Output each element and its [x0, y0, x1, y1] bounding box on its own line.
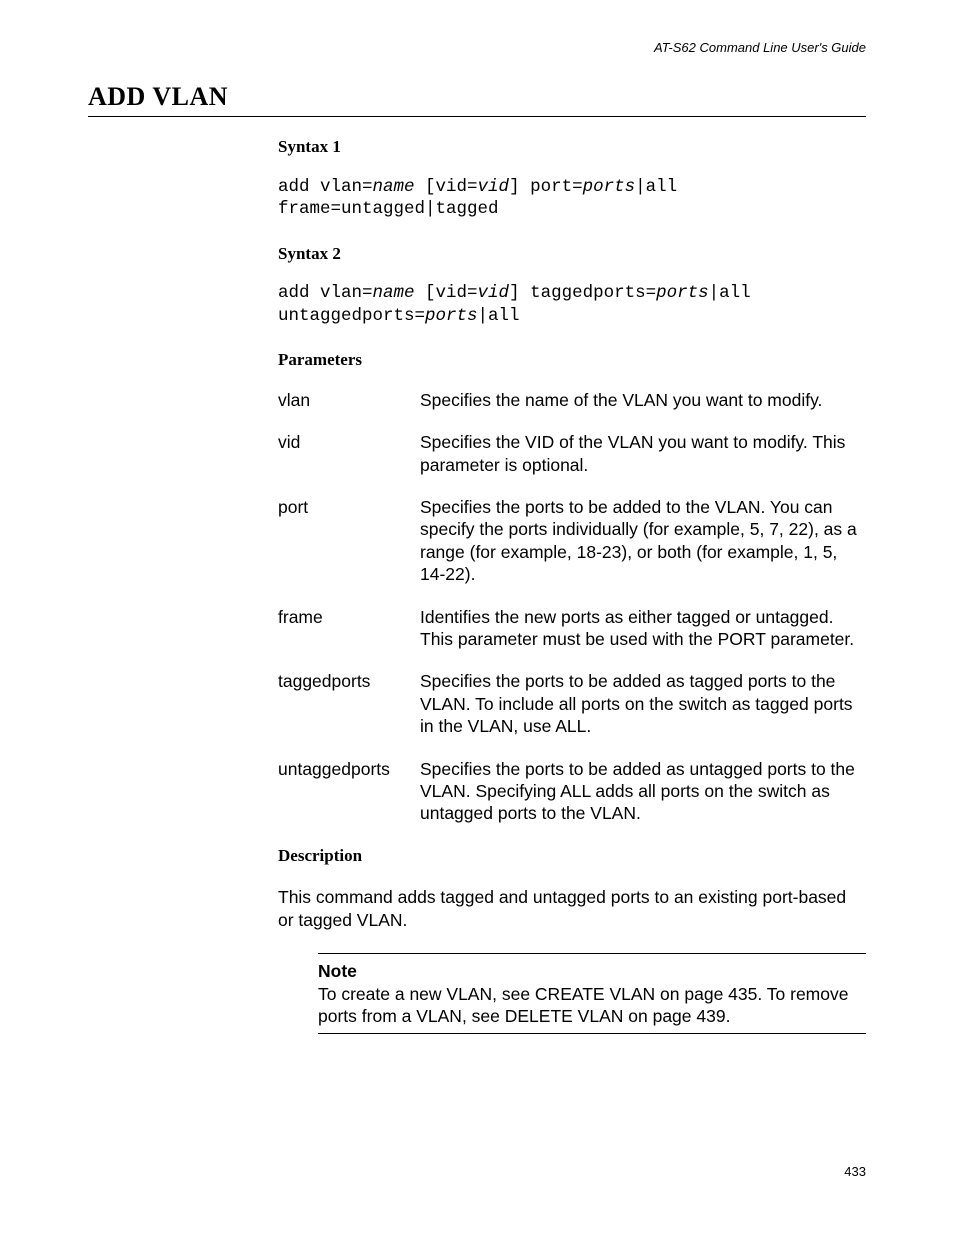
command-title: ADD VLAN: [88, 82, 866, 112]
param-row: untaggedports Specifies the ports to be …: [278, 758, 866, 825]
param-name: vid: [278, 431, 420, 476]
param-desc: Specifies the ports to be added as untag…: [420, 758, 866, 825]
page: AT-S62 Command Line User's Guide ADD VLA…: [0, 0, 954, 1235]
param-name: port: [278, 496, 420, 586]
param-desc: Specifies the ports to be added as tagge…: [420, 670, 866, 737]
page-number: 433: [844, 1164, 866, 1179]
description-heading: Description: [278, 845, 866, 867]
body: Syntax 1 add vlan=name [vid=vid] port=po…: [278, 136, 866, 1034]
command-title-rule: ADD VLAN: [88, 82, 866, 117]
param-row: taggedports Specifies the ports to be ad…: [278, 670, 866, 737]
param-desc: Specifies the VID of the VLAN you want t…: [420, 431, 866, 476]
parameters-table: vlan Specifies the name of the VLAN you …: [278, 389, 866, 825]
description-text: This command adds tagged and untagged po…: [278, 886, 866, 931]
syntax1-heading: Syntax 1: [278, 136, 866, 158]
param-row: port Specifies the ports to be added to …: [278, 496, 866, 586]
parameters-heading: Parameters: [278, 349, 866, 371]
param-desc: Identifies the new ports as either tagge…: [420, 606, 866, 651]
param-row: vid Specifies the VID of the VLAN you wa…: [278, 431, 866, 476]
syntax2-code: add vlan=name [vid=vid] taggedports=port…: [278, 282, 866, 327]
syntax2-heading: Syntax 2: [278, 243, 866, 265]
note-text: To create a new VLAN, see CREATE VLAN on…: [318, 983, 866, 1028]
param-name: frame: [278, 606, 420, 651]
param-name: taggedports: [278, 670, 420, 737]
param-name: untaggedports: [278, 758, 420, 825]
param-row: frame Identifies the new ports as either…: [278, 606, 866, 651]
note-box: Note To create a new VLAN, see CREATE VL…: [318, 953, 866, 1034]
syntax1-code: add vlan=name [vid=vid] port=ports|all f…: [278, 176, 866, 221]
param-desc: Specifies the name of the VLAN you want …: [420, 389, 866, 411]
running-head: AT-S62 Command Line User's Guide: [654, 40, 866, 55]
param-desc: Specifies the ports to be added to the V…: [420, 496, 866, 586]
param-row: vlan Specifies the name of the VLAN you …: [278, 389, 866, 411]
param-name: vlan: [278, 389, 420, 411]
note-label: Note: [318, 960, 866, 982]
